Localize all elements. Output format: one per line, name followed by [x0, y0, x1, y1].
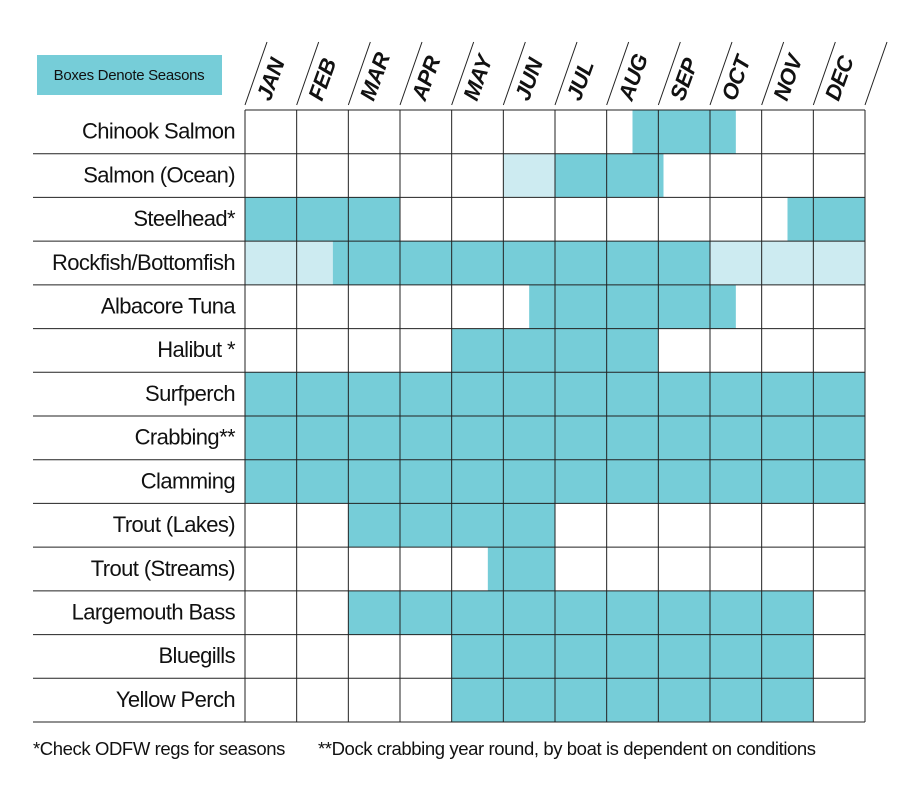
header-slant: [606, 41, 630, 106]
season-box: [245, 197, 400, 242]
month-label: DEC: [820, 51, 859, 103]
row-label: Bluegills: [158, 643, 235, 668]
season-box: [245, 241, 333, 285]
header-slant: [812, 41, 836, 106]
row-label: Rockfish/Bottomfish: [52, 250, 235, 275]
header-slant: [451, 41, 475, 106]
header-slant: [761, 41, 785, 106]
row-label: Trout (Streams): [91, 556, 235, 581]
month-label: NOV: [768, 49, 808, 104]
footnote: **Dock crabbing year round, by boat is d…: [318, 738, 816, 759]
row-label: Steelhead*: [133, 206, 236, 231]
season-box: [503, 153, 555, 198]
season-box: [555, 153, 664, 198]
month-label: JUL: [562, 57, 599, 103]
row-label: Clamming: [141, 468, 235, 493]
row-label: Trout (Lakes): [113, 512, 235, 537]
month-label: MAR: [355, 49, 395, 104]
legend-box: [37, 55, 222, 95]
header-slant: [864, 41, 888, 106]
header-slant: [657, 41, 681, 106]
row-label: Chinook Salmon: [82, 119, 235, 144]
month-label: FEB: [303, 55, 341, 104]
row-label: Halibut *: [157, 337, 236, 362]
season-box: [487, 547, 555, 591]
header-slant: [502, 41, 526, 106]
season-box: [529, 284, 736, 329]
month-label: SEP: [665, 54, 703, 103]
month-label: APR: [406, 52, 445, 104]
row-label: Yellow Perch: [116, 687, 235, 712]
month-label: JAN: [252, 54, 291, 104]
header-slant: [554, 41, 578, 106]
header-slant: [399, 41, 423, 106]
season-box: [710, 241, 865, 285]
month-label: OCT: [717, 51, 757, 104]
row-label: Surfperch: [145, 381, 235, 406]
month-label: AUG: [613, 50, 653, 104]
season-box: [332, 241, 710, 285]
row-label: Crabbing**: [135, 425, 236, 450]
season-box: [451, 634, 814, 679]
row-label: Largemouth Bass: [72, 600, 236, 625]
season-box: [451, 678, 814, 722]
row-label: Albacore Tuna: [101, 294, 236, 319]
header-slant: [347, 41, 371, 106]
footnote: *Check ODFW regs for seasons: [33, 738, 285, 759]
season-box: [348, 590, 814, 635]
month-label: JUN: [510, 54, 549, 104]
row-label: Salmon (Ocean): [83, 162, 235, 187]
header-slant: [296, 41, 320, 106]
header-slant: [244, 41, 268, 106]
season-box: [632, 110, 736, 154]
header-slant: [709, 41, 733, 106]
season-box: [787, 197, 865, 242]
month-label: MAY: [458, 49, 498, 103]
legend-label: Boxes Denote Seasons: [54, 67, 205, 84]
